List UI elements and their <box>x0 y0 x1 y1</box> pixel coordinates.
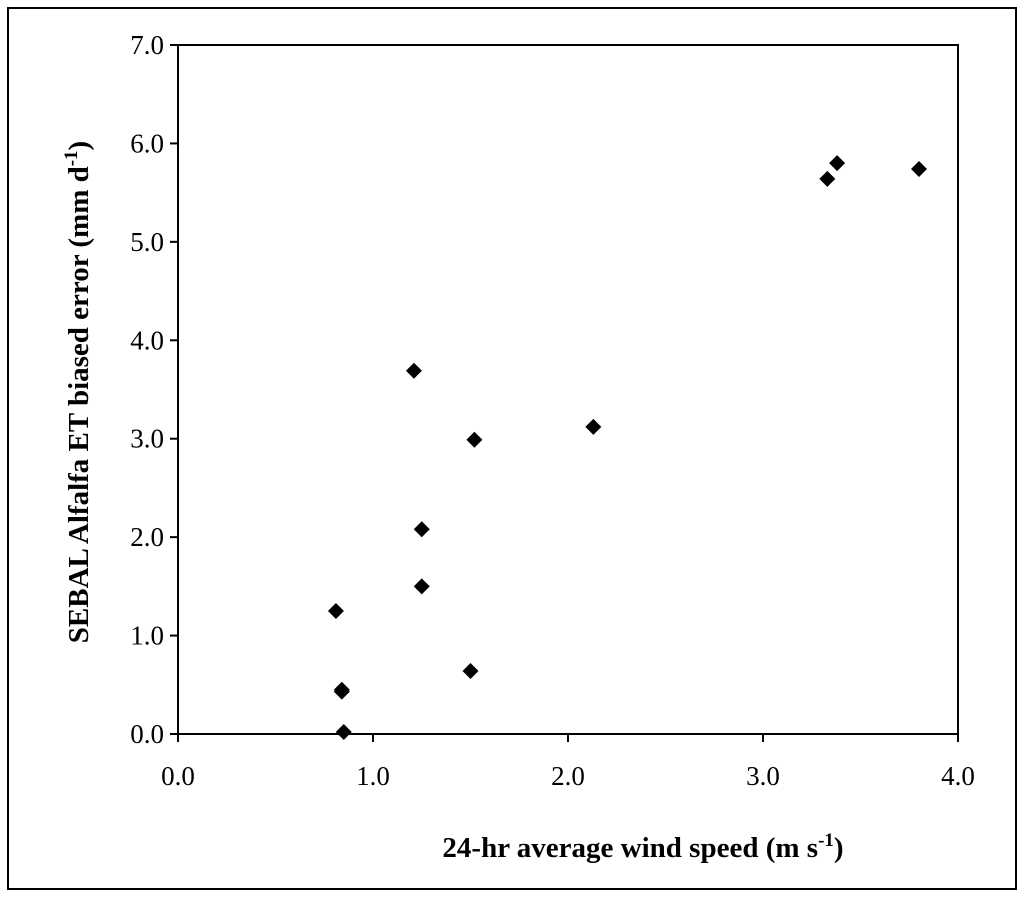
data-point-marker <box>333 683 350 700</box>
y-axis-title: SEBAL Alfalfa ET biased error (mm d-1) <box>61 141 95 643</box>
y-tick-label: 3.0 <box>130 424 164 454</box>
y-tick-label: 4.0 <box>130 325 164 355</box>
data-point-marker <box>413 521 430 538</box>
data-point-marker <box>327 602 344 619</box>
y-tick-label: 1.0 <box>130 621 164 651</box>
figure-border <box>7 7 1017 890</box>
data-point-marker <box>585 418 602 435</box>
y-tick-label: 0.0 <box>130 719 164 749</box>
y-tick-label: 2.0 <box>130 522 164 552</box>
data-point-marker <box>829 155 846 172</box>
x-axis-title: 24-hr average wind speed (m s-1) <box>442 830 843 864</box>
data-point-marker <box>466 431 483 448</box>
y-tick-label: 7.0 <box>130 30 164 60</box>
x-tick-label: 1.0 <box>356 761 390 791</box>
x-tick-label: 4.0 <box>941 761 975 791</box>
data-point-marker <box>819 170 836 187</box>
data-point-marker <box>413 578 430 595</box>
data-point-marker <box>405 362 422 379</box>
x-tick-label: 2.0 <box>551 761 585 791</box>
y-tick-label: 6.0 <box>130 128 164 158</box>
y-tick-label: 5.0 <box>130 227 164 257</box>
x-axis-ticks: 0.0 1.0 2.0 3.0 4.0 <box>161 734 975 791</box>
y-axis-ticks: 0.0 1.0 2.0 3.0 4.0 5.0 6.0 7.0 <box>130 30 178 749</box>
x-tick-label: 3.0 <box>746 761 780 791</box>
data-point-marker <box>462 663 479 680</box>
x-tick-label: 0.0 <box>161 761 195 791</box>
data-points <box>327 155 927 741</box>
data-point-marker <box>335 724 352 741</box>
data-point-marker <box>911 161 927 178</box>
